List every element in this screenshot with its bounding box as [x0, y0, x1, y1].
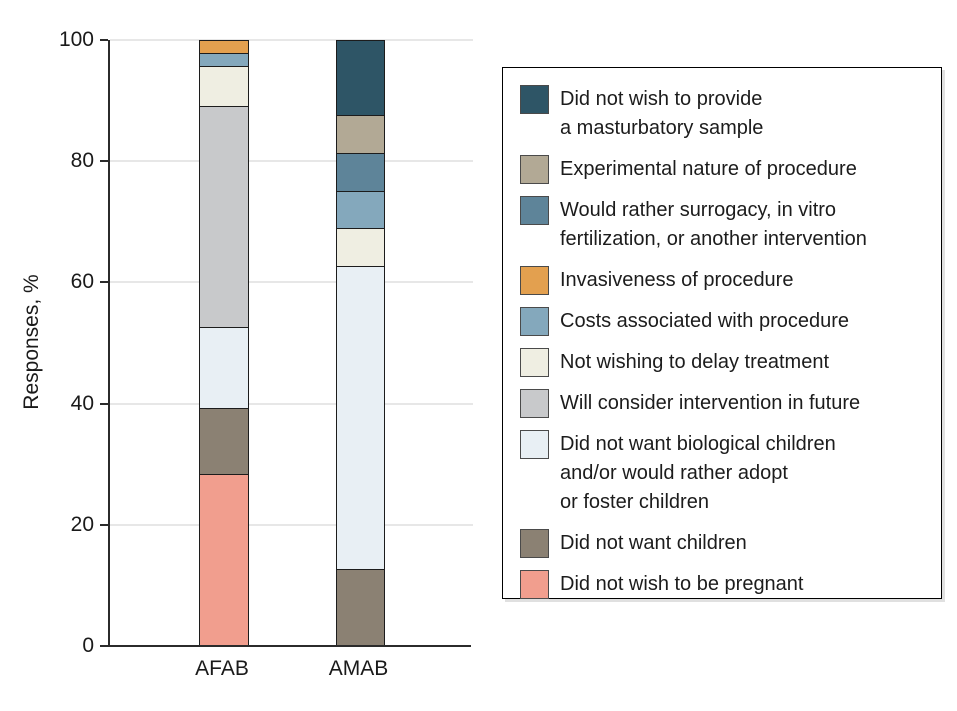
bar-segment-no-biological-children [336, 267, 385, 571]
gridline [110, 39, 473, 41]
legend-label-costs: Costs associated with procedure [560, 310, 850, 332]
legend-item-no-biological-children: Did not want biological children and/or w… [520, 430, 933, 517]
gridline [110, 523, 473, 526]
legend-label-invasiveness: Invasiveness of procedure [560, 269, 794, 291]
x-axis-line [100, 645, 471, 647]
legend-label-rather-surrogacy-ivf: Would rather surrogacy, in vitro fertiliz… [560, 199, 867, 250]
bar-segment-masturbatory-sample [336, 40, 385, 116]
legend-swatch-masturbatory-sample [520, 85, 549, 114]
bar-segment-no-biological-children [199, 328, 249, 410]
legend-item-consider-future: Will consider intervention in future [520, 389, 933, 418]
bar-segment-no-children [336, 570, 385, 646]
legend-item-costs: Costs associated with procedure [520, 307, 933, 336]
y-tick [100, 523, 108, 526]
legend-label-masturbatory-sample: Did not wish to provide a masturbatory sa… [560, 88, 764, 139]
bar-segment-delay-treatment [336, 229, 385, 268]
x-axis-label-amab: AMAB [328, 657, 389, 680]
bar-afab [199, 40, 249, 646]
bar-amab [336, 40, 385, 646]
bar-segment-costs [336, 191, 385, 230]
legend-label-experimental-nature: Experimental nature of procedure [560, 158, 857, 180]
y-tick [100, 281, 108, 284]
legend-swatch-invasiveness [520, 266, 549, 295]
legend-item-experimental-nature: Experimental nature of procedure [520, 155, 933, 184]
x-axis-label-afab: AFAB [195, 657, 249, 680]
legend-swatch-no-biological-children [520, 430, 549, 459]
legend-swatch-consider-future [520, 389, 549, 418]
legend-swatch-delay-treatment [520, 348, 549, 377]
legend-item-delay-treatment: Not wishing to delay treatment [520, 348, 933, 377]
legend-item-invasiveness: Invasiveness of procedure [520, 266, 933, 295]
bar-segment-rather-surrogacy-ivf [336, 153, 385, 192]
bar-segment-experimental-nature [336, 115, 385, 154]
bar-segment-delay-treatment [199, 67, 249, 107]
y-tick-label: 80 [70, 149, 94, 173]
y-tick-label: 0 [82, 634, 94, 657]
legend-swatch-experimental-nature [520, 155, 549, 184]
y-tick-label: 60 [70, 270, 94, 294]
legend-swatch-no-children [520, 529, 549, 558]
legend-item-rather-surrogacy-ivf: Would rather surrogacy, in vitro fertiliz… [520, 196, 933, 254]
y-tick [100, 645, 108, 647]
gridline [110, 160, 473, 163]
y-tick-label: 20 [70, 512, 94, 536]
legend-label-not-pregnant: Did not wish to be pregnant [560, 573, 804, 595]
legend-item-not-pregnant: Did not wish to be pregnant [520, 570, 933, 599]
legend-swatch-not-pregnant [520, 570, 549, 599]
legend-label-no-children: Did not want children [560, 532, 747, 554]
legend-item-masturbatory-sample: Did not wish to provide a masturbatory sa… [520, 85, 933, 143]
legend-item-no-children: Did not want children [520, 529, 933, 558]
y-tick-label: 40 [70, 391, 94, 415]
plot-area [108, 39, 473, 646]
y-tick [100, 402, 108, 405]
legend-label-no-biological-children: Did not want biological children and/or w… [560, 433, 836, 513]
bar-segment-not-pregnant [199, 475, 249, 646]
bar-segment-no-children [199, 409, 249, 476]
y-tick-label: 100 [58, 28, 94, 51]
legend-label-delay-treatment: Not wishing to delay treatment [560, 351, 830, 373]
y-tick [100, 160, 108, 163]
bar-segment-invasiveness [199, 40, 249, 54]
bar-segment-costs [199, 53, 249, 68]
legend-swatch-rather-surrogacy-ivf [520, 196, 549, 225]
legend: Did not wish to provide a masturbatory sa… [502, 67, 942, 599]
gridline [110, 402, 473, 405]
bar-segment-consider-future [199, 106, 249, 329]
legend-swatch-costs [520, 307, 549, 336]
legend-label-consider-future: Will consider intervention in future [560, 392, 861, 414]
y-tick [100, 39, 108, 41]
gridline [110, 281, 473, 284]
